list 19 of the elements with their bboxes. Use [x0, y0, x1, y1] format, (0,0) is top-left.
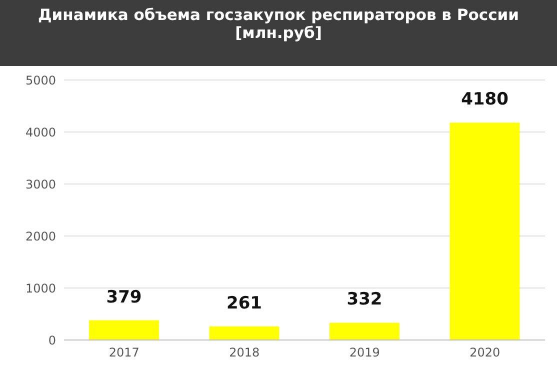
data-label: 4180: [461, 90, 509, 110]
x-tick-label: 2017: [108, 346, 140, 360]
x-tick-label: 2018: [229, 346, 260, 360]
x-tick-label: 2019: [349, 346, 380, 360]
y-tick-label: 1000: [25, 281, 56, 296]
chart-title: Динамика объема госзакупок респираторов в России [млн.руб]: [0, 0, 557, 66]
bar: [89, 320, 159, 340]
data-label: 261: [226, 293, 262, 314]
data-label: 379: [106, 287, 142, 308]
y-tick-label: 2000: [25, 229, 56, 244]
y-tick-label: 0: [48, 333, 56, 348]
x-tick-label: 2020: [470, 346, 500, 360]
data-label: 332: [346, 290, 382, 310]
bar: [330, 322, 400, 340]
bar: [209, 326, 280, 340]
bar: [450, 122, 520, 340]
y-tick-label: 5000: [25, 73, 56, 88]
y-tick-label: 3000: [25, 177, 56, 192]
y-tick-label: 4000: [25, 125, 56, 140]
